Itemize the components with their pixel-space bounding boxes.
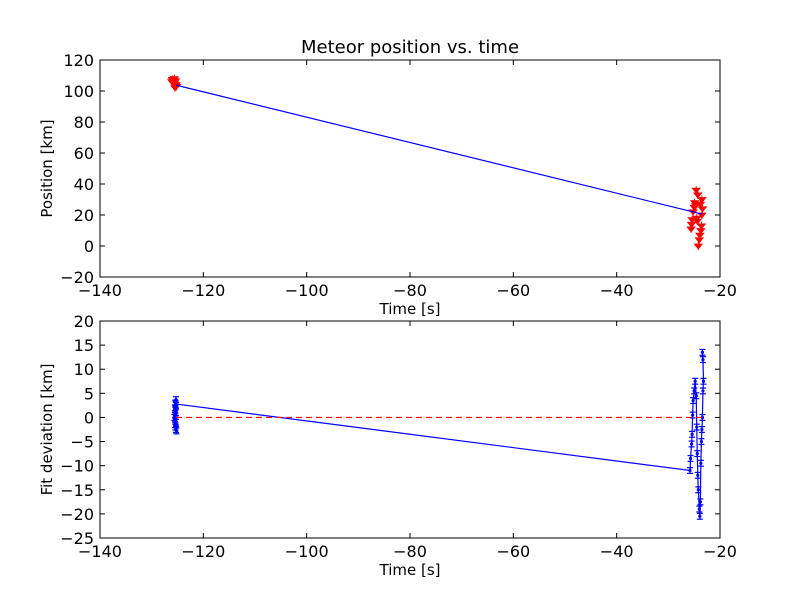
data-point [174, 429, 179, 433]
y-tick-label: −20 [60, 268, 94, 287]
x-tick-label: −40 [600, 281, 634, 300]
x-tick-label: −20 [703, 281, 737, 300]
x-tick-label: −100 [285, 542, 329, 561]
data-point [691, 413, 695, 417]
x-tick-label: −100 [285, 281, 329, 300]
data-point [692, 389, 696, 393]
y-tick-label: −5 [70, 433, 94, 452]
y-tick-label: 120 [63, 51, 94, 70]
data-point [698, 514, 702, 518]
data-point [701, 357, 705, 362]
x-tick-label: −120 [181, 542, 225, 561]
y-tick-label: 80 [74, 113, 94, 132]
y-axis-label: Fit deviation [km] [38, 364, 56, 496]
series-line-1 [175, 84, 703, 215]
y-tick-label: −20 [60, 505, 94, 524]
data-point [699, 439, 704, 444]
data-point [688, 456, 693, 461]
position-subplot: Meteor position vs. time −140 −120 −100 −80… [38, 37, 737, 318]
plot-data [166, 74, 708, 250]
plot-data [171, 348, 707, 520]
y-axis-label: Position [km] [38, 119, 56, 217]
data-point [701, 379, 706, 383]
y-tick-label: −15 [60, 481, 94, 500]
data-point [700, 415, 705, 420]
data-point [700, 350, 705, 354]
data-point [700, 427, 704, 432]
data-point [699, 461, 703, 465]
x-tick-label: −60 [496, 542, 530, 561]
y-tick-label: 15 [74, 336, 94, 355]
y-tick-label: 5 [84, 384, 94, 403]
y-tick-label: −10 [60, 457, 94, 476]
y-tick-label: 40 [74, 175, 94, 194]
data-point [690, 432, 694, 436]
x-tick-label: −140 [78, 542, 122, 561]
deviation-subplot: −140 −120 −100 −80 −60 −40 −20 −25 −20 −15 −10 −5 0 5… [38, 312, 737, 579]
x-tick-label: −40 [600, 542, 634, 561]
data-point [689, 442, 694, 446]
y-tick-label: 20 [74, 312, 94, 331]
data-point [698, 500, 702, 504]
data-point [695, 425, 699, 429]
data-point [693, 379, 697, 383]
data-point [691, 398, 695, 403]
x-tick-label: −120 [181, 281, 225, 300]
y-tick-label: 0 [84, 408, 94, 427]
data-point [694, 394, 698, 398]
x-tick-label: −60 [496, 281, 530, 300]
x-tick-label: −80 [393, 281, 427, 300]
chart-title: Meteor position vs. time [301, 37, 519, 58]
y-tick-label: 0 [84, 237, 94, 256]
x-axis-label: Time [s] [379, 561, 441, 579]
data-point [695, 452, 699, 456]
y-tick-label: 100 [63, 82, 94, 101]
y-tick-label: 10 [74, 360, 94, 379]
x-axis-label: Time [s] [379, 300, 441, 318]
data-point [701, 389, 705, 393]
y-tick-label: −25 [60, 529, 94, 548]
y-tick-label: 20 [74, 206, 94, 225]
x-tick-label: −140 [78, 281, 122, 300]
data-point [696, 488, 700, 492]
data-point [696, 473, 700, 477]
x-tick-label: −80 [393, 542, 427, 561]
data-point [688, 468, 692, 473]
data-point [697, 507, 701, 511]
y-tick-label: 60 [74, 144, 94, 163]
data-point [173, 402, 178, 406]
x-tick-label: −20 [703, 542, 737, 561]
